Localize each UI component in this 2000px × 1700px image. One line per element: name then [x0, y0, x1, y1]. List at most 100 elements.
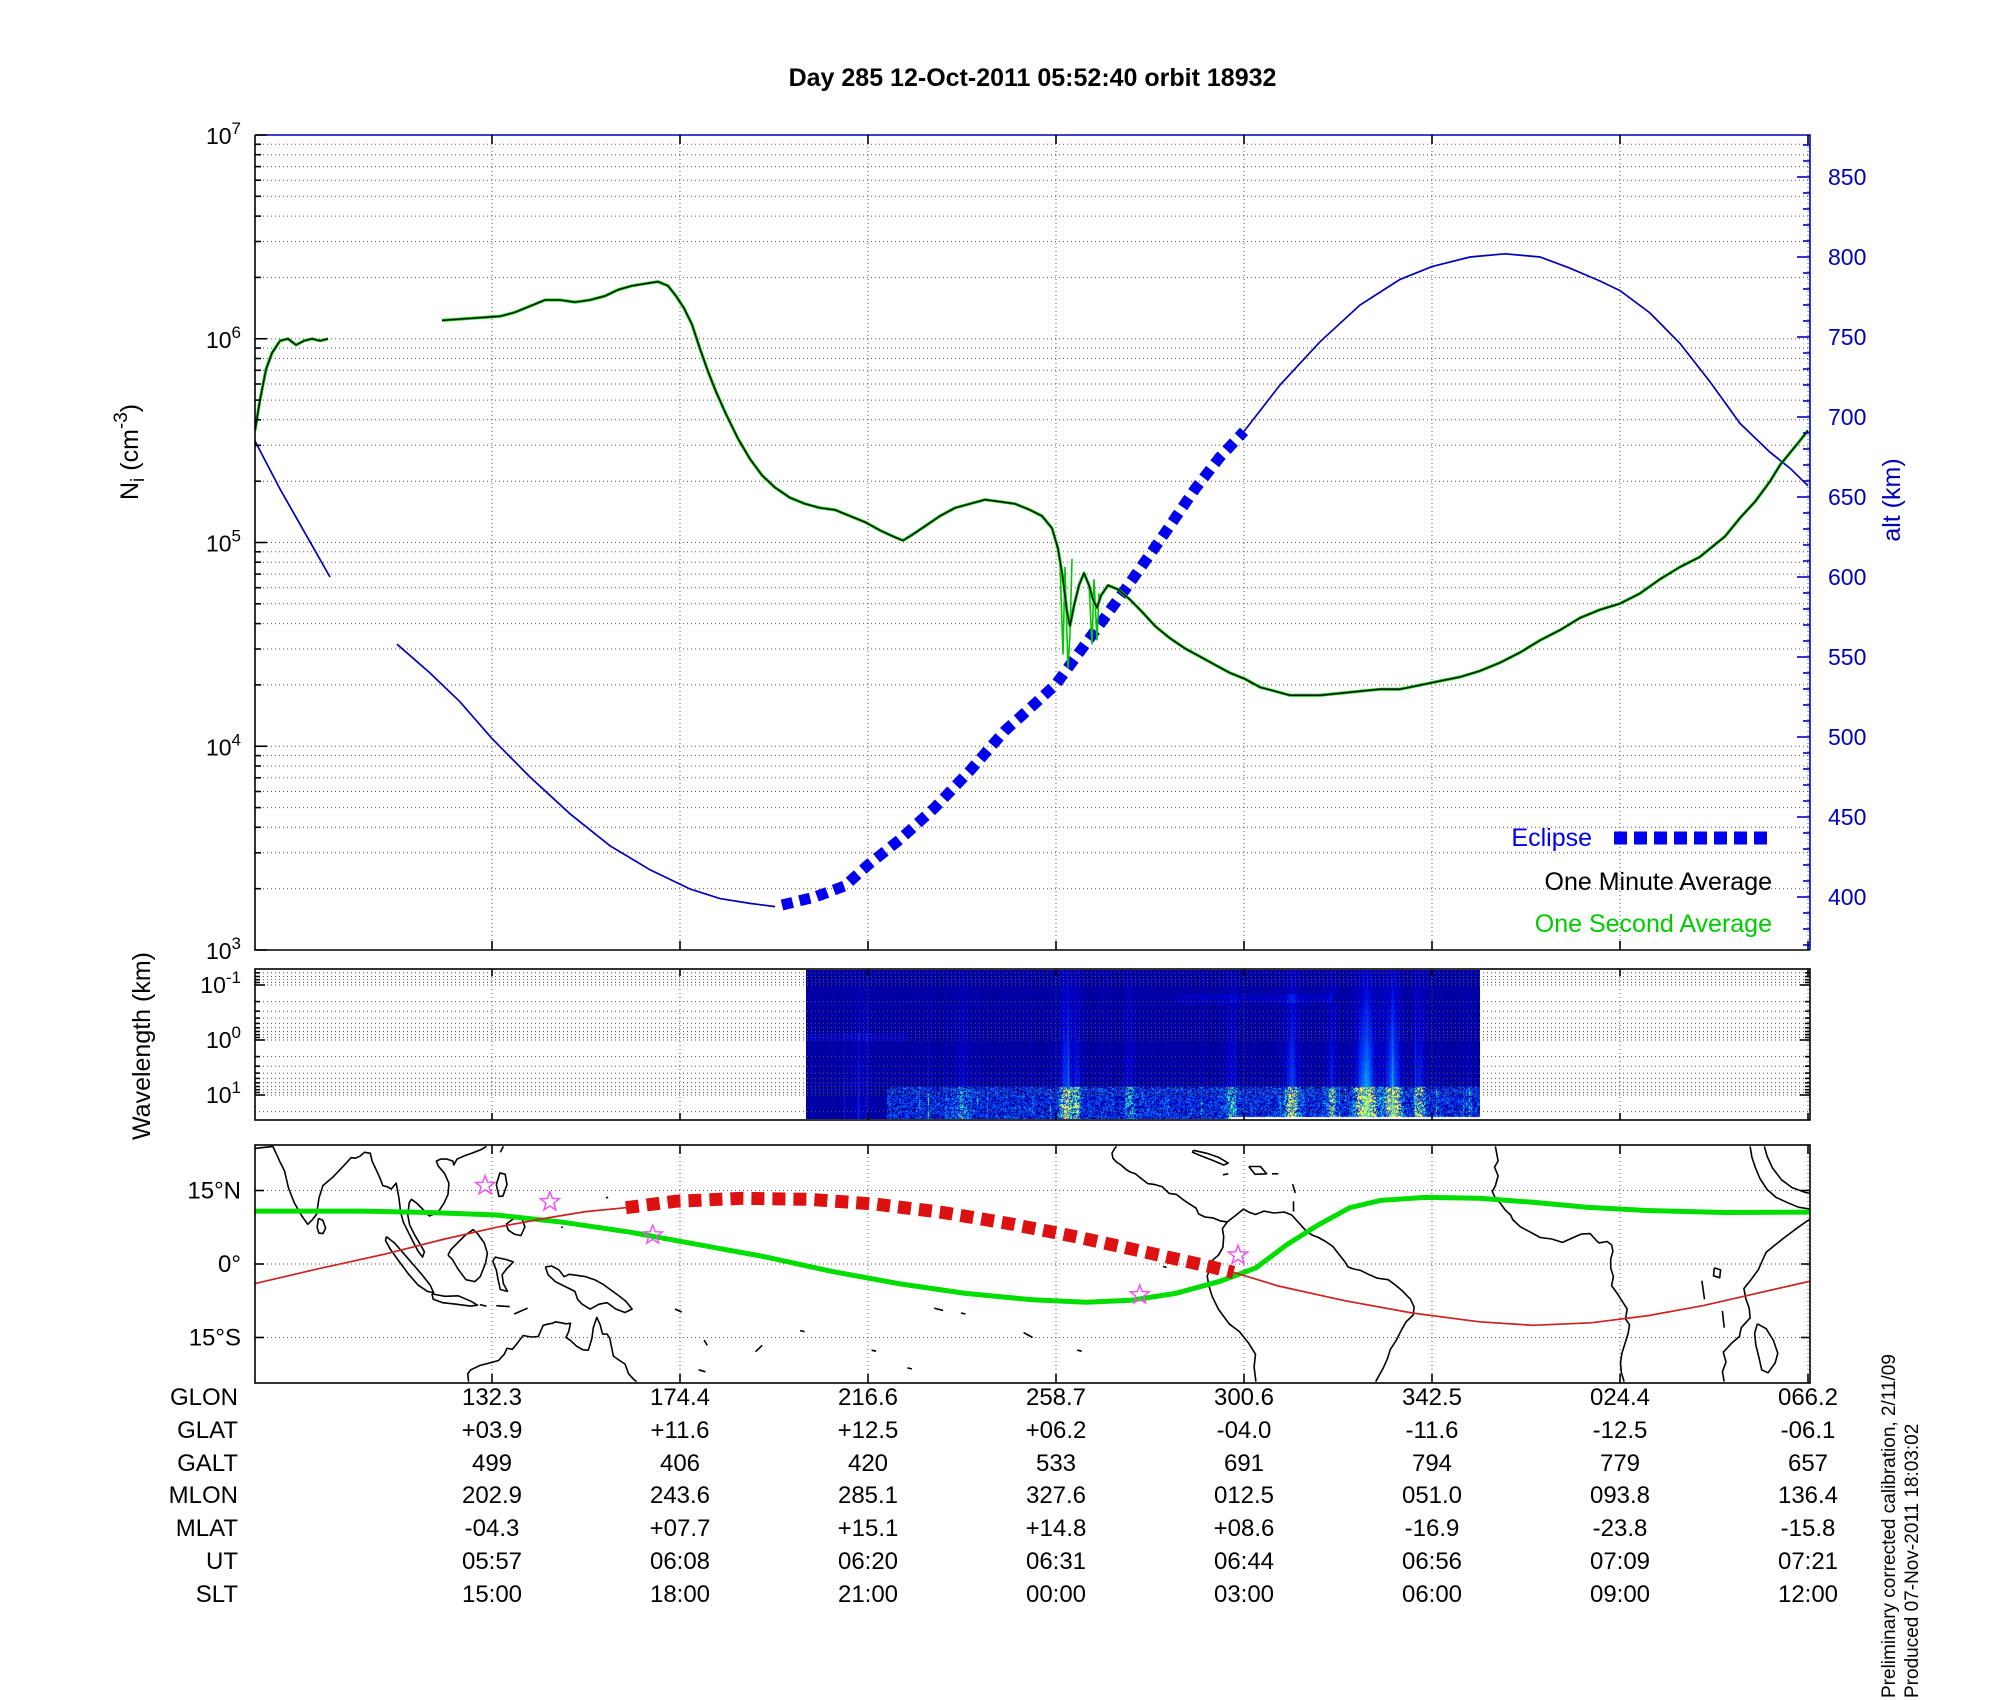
table-cell: 07:09	[1589, 1548, 1651, 1575]
table-cell: 342.5	[1401, 1384, 1463, 1411]
star-marker	[1128, 1282, 1152, 1305]
coastline	[1023, 1331, 1033, 1339]
coastline	[1701, 1280, 1706, 1300]
table-cell: 533	[1035, 1450, 1077, 1477]
table-cell: 12:00	[1777, 1581, 1839, 1608]
table-cell: 06:08	[649, 1548, 711, 1575]
table-cell: 066.2	[1777, 1384, 1839, 1411]
wavelength-tick-label: 101	[206, 1078, 241, 1108]
alt-tick-label: 800	[1828, 244, 1866, 270]
alt-tick-label: 600	[1828, 564, 1866, 590]
altitude-curve	[255, 440, 331, 578]
coastline	[1222, 1173, 1229, 1176]
alt-tick-label: 650	[1828, 484, 1866, 510]
coastline	[479, 1303, 487, 1307]
coastline	[1291, 1183, 1296, 1194]
legend-eclipse-label: Eclipse	[1511, 824, 1592, 852]
table-cell: -12.5	[1592, 1417, 1648, 1444]
coastline	[1712, 1267, 1722, 1279]
coastline	[933, 1307, 944, 1312]
table-cell: 657	[1787, 1450, 1829, 1477]
coastline	[754, 1344, 763, 1353]
gridlines	[255, 135, 1810, 1383]
one-second-average-spikes	[1088, 579, 1100, 645]
coastline	[255, 1145, 487, 1258]
table-cell: -04.3	[464, 1515, 520, 1542]
data-curves	[255, 252, 1810, 911]
table-cell: +06.2	[1025, 1417, 1087, 1444]
table-row-label: MLON	[168, 1482, 238, 1509]
ni-tick-label: 107	[206, 119, 241, 149]
coastline	[1763, 1146, 1810, 1195]
world-map	[255, 1145, 1810, 1383]
alt-tick-label: 500	[1828, 724, 1866, 750]
coastline	[1753, 1323, 1779, 1374]
coastline	[466, 1316, 638, 1383]
coastline	[703, 1339, 708, 1346]
table-cell: 216.6	[837, 1384, 899, 1411]
table-cell: 243.6	[649, 1482, 711, 1509]
table-cell: -04.0	[1216, 1417, 1272, 1444]
table-cell: -06.1	[1780, 1417, 1836, 1444]
table-cell: 06:20	[837, 1548, 899, 1575]
coastline	[513, 1307, 528, 1315]
table-cell: 15:00	[461, 1581, 523, 1608]
alt-tick-label: 750	[1828, 324, 1866, 350]
table-cell: 258.7	[1025, 1384, 1087, 1411]
coastline	[431, 1293, 479, 1307]
altitude-curve	[396, 643, 776, 908]
star-marker	[641, 1222, 665, 1245]
table-row-label: SLT	[195, 1581, 238, 1608]
alt-tick-label: 700	[1828, 404, 1866, 430]
legend: Eclipse One Minute Average One Second Av…	[1511, 824, 1772, 938]
table-cell: 691	[1223, 1450, 1265, 1477]
coastline	[698, 1369, 706, 1373]
coastline	[1721, 1146, 1810, 1382]
coastline	[1491, 1146, 1631, 1382]
coastline	[1191, 1149, 1229, 1166]
table-cell: 136.4	[1777, 1482, 1839, 1509]
legend-one-minute-label: One Minute Average	[1545, 868, 1772, 896]
tick-labels: 107 106 105 104 103 850 800 750 700 650 600 550 500 4…	[187, 119, 1866, 1352]
coastline	[499, 1146, 505, 1153]
note-line-1: Preliminary corrected calibration, 2/11/…	[1879, 1354, 1900, 1698]
table-row-label: UT	[206, 1548, 238, 1575]
table-cell: +07.7	[649, 1515, 711, 1542]
magnetic-equator-line	[255, 1194, 1810, 1305]
latitude-tick-label: 15°S	[189, 1325, 241, 1352]
coastline	[491, 1256, 515, 1293]
table-cell: 051.0	[1401, 1482, 1463, 1509]
table-cell: 06:44	[1213, 1548, 1275, 1575]
table-cell: +12.5	[837, 1417, 899, 1444]
coastline	[960, 1312, 966, 1315]
alt-tick-label: 400	[1828, 884, 1866, 910]
coastline	[1721, 1310, 1725, 1328]
coastline	[495, 1172, 508, 1198]
table-cell: +15.1	[837, 1515, 899, 1542]
wavelength-axis-label: Wavelength (km)	[128, 952, 156, 1140]
panel-frames	[254, 134, 1811, 1384]
alt-tick-label: 450	[1828, 804, 1866, 830]
wave-spectrogram-heatmap	[806, 970, 1480, 1119]
wavelength-tick-label: 100	[206, 1023, 241, 1053]
table-cell: 202.9	[461, 1482, 523, 1509]
table-cell: 300.6	[1213, 1384, 1275, 1411]
ni-tick-label: 106	[206, 323, 241, 353]
one-minute-average-curve	[441, 281, 1809, 696]
one-second-average-curve	[441, 280, 1810, 697]
table-cell: +03.9	[461, 1417, 523, 1444]
table-cell: 18:00	[649, 1581, 711, 1608]
table-cell: 794	[1411, 1450, 1453, 1477]
page-title: Day 285 12-Oct-2011 05:52:40 orbit 18932	[788, 64, 1277, 92]
table-cell: 779	[1599, 1450, 1641, 1477]
table-cell: 09:00	[1589, 1581, 1651, 1608]
coastline	[871, 1349, 877, 1352]
table-cell: +08.6	[1213, 1515, 1275, 1542]
star-marker	[538, 1189, 562, 1212]
table-cell: +14.8	[1025, 1515, 1087, 1542]
table-cell: 06:00	[1401, 1581, 1463, 1608]
note-line-2: Produced 07-Nov-2011 18:03:02	[1902, 1423, 1923, 1698]
star-marker	[473, 1173, 497, 1196]
